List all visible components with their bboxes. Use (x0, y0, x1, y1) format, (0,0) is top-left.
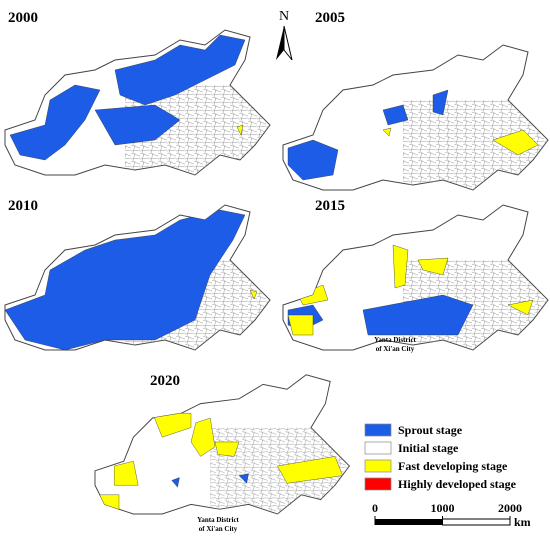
legend-swatch (364, 477, 392, 491)
scale-label: 0 (372, 501, 378, 515)
map-panel (282, 44, 549, 191)
scale-unit: km (514, 515, 531, 529)
region (417, 257, 449, 276)
map-panel (4, 204, 271, 351)
region (114, 460, 139, 486)
region (99, 494, 120, 510)
legend: Sprout stage Initial stage Fast developing… (364, 423, 517, 491)
legend-label: Highly developed stage (398, 477, 517, 491)
region (190, 417, 216, 457)
legend-label: Sprout stage (398, 423, 463, 437)
region (249, 289, 258, 300)
region (5, 209, 246, 350)
region (507, 299, 534, 316)
annotation: Yanta District (374, 336, 416, 344)
panel-year: 2020 (150, 373, 180, 389)
map-panel (282, 204, 549, 351)
regions (99, 413, 350, 515)
panel-year: 2005 (315, 10, 345, 26)
region (9, 84, 101, 161)
map-panel (4, 29, 271, 176)
region (287, 139, 339, 181)
panel-year: 2000 (8, 10, 38, 26)
region (432, 89, 449, 116)
legend-swatch (364, 423, 392, 437)
scale-label: 2000 (498, 501, 522, 515)
region (362, 294, 474, 336)
region (492, 129, 539, 156)
scale-segment (375, 519, 443, 525)
map-panel (94, 374, 350, 515)
north-label: N (279, 9, 289, 24)
scale-label: 1000 (431, 501, 455, 515)
region (382, 127, 392, 137)
region (94, 104, 181, 146)
panel-year: 2010 (8, 198, 38, 214)
region (382, 104, 409, 126)
region (171, 477, 180, 488)
region (236, 124, 244, 136)
region (287, 314, 314, 336)
annotation: of Xi'an City (376, 345, 415, 353)
scale-segment (442, 518, 511, 526)
legend-label: Fast developing stage (398, 459, 508, 473)
legend-label: Initial stage (398, 441, 459, 455)
north-arrow: N (276, 9, 293, 61)
region (114, 34, 246, 106)
legend-swatch (364, 441, 392, 455)
region (214, 441, 240, 457)
panel-year: 2015 (315, 198, 345, 214)
region (392, 244, 409, 289)
annotation: Yanta District (197, 516, 239, 524)
annotation: of Xi'an City (199, 525, 238, 533)
maps (4, 29, 549, 515)
legend-swatch (364, 459, 392, 473)
region (238, 473, 249, 484)
